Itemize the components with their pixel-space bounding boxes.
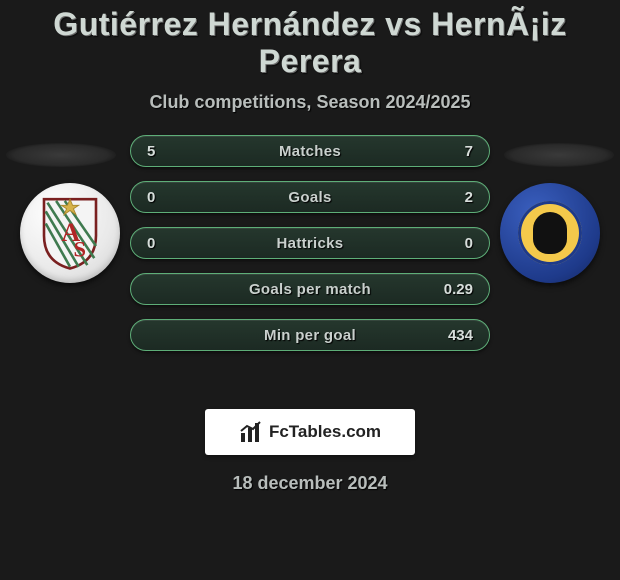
crest-right — [500, 183, 600, 283]
badge-icon — [500, 183, 600, 283]
stat-right: 0 — [433, 235, 473, 252]
stat-right: 434 — [433, 327, 473, 344]
stat-label: Goals per match — [249, 281, 371, 298]
chart-icon — [239, 420, 263, 444]
stat-left: 5 — [147, 143, 187, 160]
crest-left: A S — [20, 183, 120, 283]
stat-left: 0 — [147, 189, 187, 206]
stat-label: Hattricks — [277, 235, 344, 252]
stat-row: 5 Matches 7 — [130, 135, 490, 167]
brand-badge[interactable]: FcTables.com — [205, 409, 415, 455]
date-label: 18 december 2024 — [0, 473, 620, 494]
stat-label: Matches — [279, 143, 341, 160]
stat-rows: 5 Matches 7 0 Goals 2 0 Hattricks 0 Goals per mat… — [130, 135, 490, 365]
subtitle: Club competitions, Season 2024/2025 — [0, 92, 620, 113]
stat-left: 0 — [147, 235, 187, 252]
stat-row: Goals per match 0.29 — [130, 273, 490, 305]
stat-row: 0 Hattricks 0 — [130, 227, 490, 259]
stat-row: Min per goal 434 — [130, 319, 490, 351]
vs-label: vs — [385, 6, 422, 42]
svg-text:S: S — [73, 236, 86, 261]
stat-right: 7 — [433, 143, 473, 160]
brand-text: FcTables.com — [269, 422, 381, 442]
comparison-stage: A S 5 Matches 7 0 Goals 2 0 Hattricks 0 Goals per… — [0, 135, 620, 395]
stat-right: 0.29 — [433, 281, 473, 298]
page-title: Gutiérrez Hernández vs HernÃ¡iz Perera — [0, 0, 620, 80]
player-left: Gutiérrez Hernández — [53, 6, 375, 42]
stat-label: Goals — [288, 189, 331, 206]
shadow-left — [6, 143, 116, 167]
stat-right: 2 — [433, 189, 473, 206]
shadow-right — [504, 143, 614, 167]
silhouette-icon — [533, 212, 567, 254]
shield-icon: A S — [20, 183, 120, 283]
badge-inner — [518, 201, 582, 265]
stat-row: 0 Goals 2 — [130, 181, 490, 213]
stat-label: Min per goal — [264, 327, 356, 344]
